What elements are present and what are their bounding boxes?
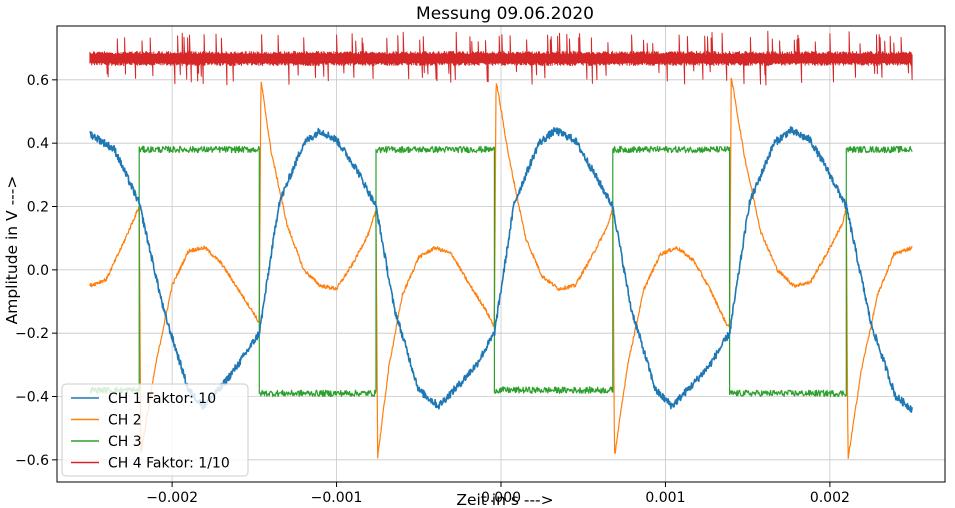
x-tick-label: −0.002 <box>146 490 198 506</box>
x-tick-label: 0.002 <box>810 490 850 506</box>
series-ch1-line <box>89 126 913 413</box>
series-ch4-line <box>89 30 913 86</box>
x-tick-label: −0.001 <box>311 490 363 506</box>
x-tick-label: 0.001 <box>645 490 685 506</box>
y-tick-label: 0.4 <box>27 136 49 152</box>
series-ch2-line <box>89 77 913 460</box>
chart-title: Messung 09.06.2020 <box>416 4 594 24</box>
y-tick-label: −0.4 <box>15 390 49 406</box>
series-ch3-line <box>89 145 913 398</box>
y-tick-label: 0.6 <box>27 73 49 89</box>
legend-box <box>61 383 249 477</box>
x-tick-label: 0.000 <box>481 490 521 506</box>
x-axis: −0.002 −0.001 0.000 0.001 0.002 <box>146 482 850 506</box>
legend-label-ch4: CH 4 Faktor: 1/10 <box>108 456 230 472</box>
legend-label-ch2: CH 2 <box>108 413 142 429</box>
y-tick-label: 0.2 <box>27 200 49 216</box>
y-tick-label: −0.6 <box>15 453 49 469</box>
y-axis: −0.6 −0.4 −0.2 0.0 0.2 0.4 0.6 <box>15 73 57 469</box>
legend-label-ch3: CH 3 <box>108 434 142 450</box>
x-axis-label: Zeit in s ---> <box>456 491 553 508</box>
series-layer <box>89 30 913 460</box>
y-tick-label: −0.2 <box>15 326 49 342</box>
y-tick-label: 0.0 <box>27 263 49 279</box>
legend: CH 1 Faktor: 10 CH 2 CH 3 CH 4 Faktor: 1/10 <box>61 383 249 477</box>
legend-label-ch1: CH 1 Faktor: 10 <box>108 391 216 407</box>
y-axis-label: Amplitude in V ---> <box>3 176 21 325</box>
